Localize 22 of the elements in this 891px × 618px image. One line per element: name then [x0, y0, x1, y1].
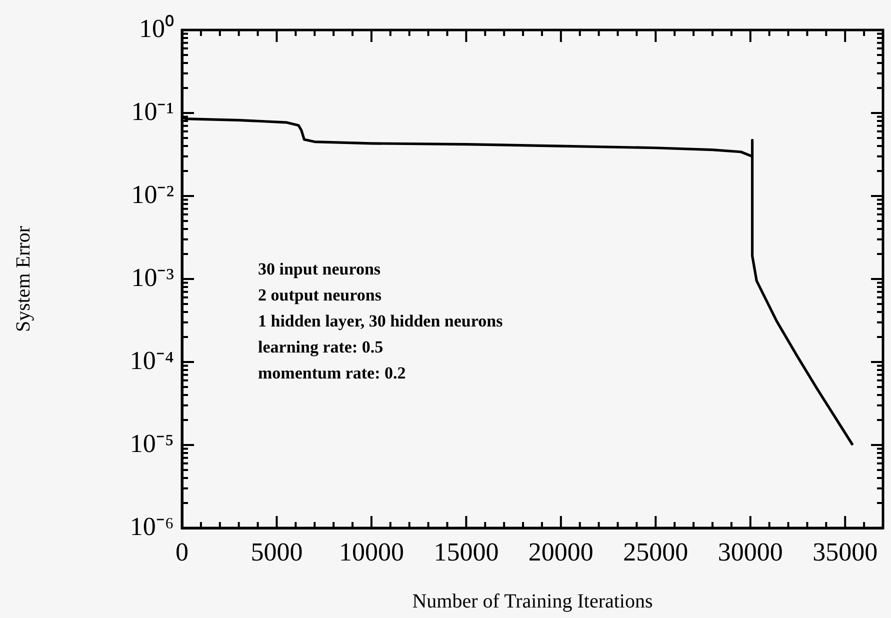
y-tick-label: 10⁻⁴ [130, 346, 174, 375]
y-tick-label: 10⁻² [131, 180, 174, 209]
x-tick-label: 10000 [338, 537, 404, 566]
y-axis-title: System Error [12, 226, 34, 332]
y-tick-label: 10⁻¹ [131, 96, 174, 126]
annotation: 1 hidden layer, 30 hidden neurons [258, 311, 504, 330]
x-tick-label: 20000 [528, 537, 594, 566]
annotation: 2 output neurons [258, 285, 382, 304]
x-tick-label: 30000 [718, 537, 783, 566]
y-tick-label: 10⁻⁵ [130, 428, 174, 458]
annotation: momentum rate: 0.2 [258, 363, 406, 382]
x-tick-label: 0 [176, 537, 188, 566]
x-tick-label: 35000 [812, 537, 878, 566]
y-tick-label: 10⁰ [139, 14, 174, 43]
annotation: 30 input neurons [258, 259, 381, 278]
x-tick-label: 5000 [250, 537, 303, 566]
y-tick-label: 10⁻⁶ [130, 512, 174, 541]
x-tick-label: 25000 [623, 537, 688, 566]
x-tick-label: 15000 [434, 537, 499, 566]
x-axis-title: Number of Training Iterations [412, 590, 653, 612]
y-tick-label: 10⁻³ [131, 262, 174, 292]
annotation: learning rate: 0.5 [258, 337, 384, 356]
